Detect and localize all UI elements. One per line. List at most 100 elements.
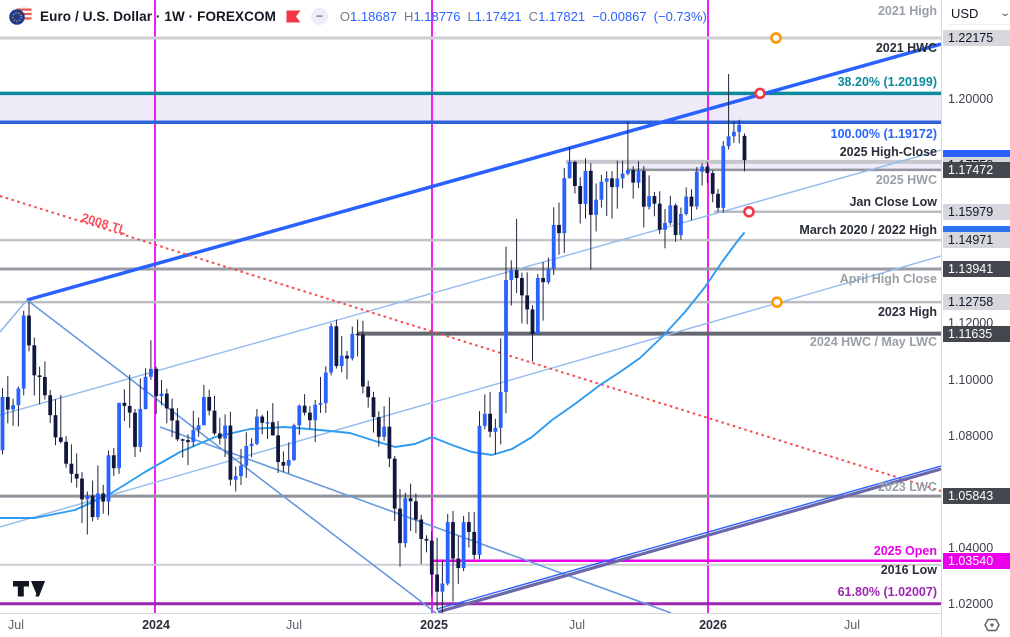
trendline[interactable] xyxy=(0,149,941,416)
circle-marker xyxy=(771,296,783,308)
candle-down xyxy=(371,397,376,418)
price-badge: 1.11635 xyxy=(943,325,1010,342)
candle-down xyxy=(345,355,349,359)
fib-band xyxy=(0,93,941,123)
candle-up xyxy=(0,396,5,451)
collapse-minus-icon[interactable]: − xyxy=(310,7,328,25)
candle-up xyxy=(313,404,318,421)
candle-up xyxy=(196,425,201,431)
candle-up xyxy=(297,405,302,426)
level-annotation: 61.80% (1.02007) xyxy=(837,585,937,599)
trendline[interactable] xyxy=(437,467,941,613)
candle-down xyxy=(710,173,715,194)
eur-usd-flags-icon xyxy=(8,6,34,26)
candle-down xyxy=(90,495,95,518)
candle-down xyxy=(27,315,31,346)
candle-down xyxy=(408,498,413,502)
candle-down xyxy=(228,425,233,480)
candle-down xyxy=(435,574,439,592)
time-label-month: Jul xyxy=(844,618,860,632)
candle-up xyxy=(477,425,482,555)
chevron-down-icon: ⌄ xyxy=(998,8,1010,19)
candle-up xyxy=(21,315,26,389)
candle-down xyxy=(101,493,106,502)
time-label-month: Jul xyxy=(8,618,24,632)
candle-up xyxy=(636,170,641,183)
candle-down xyxy=(355,333,360,336)
candle-down xyxy=(689,196,694,207)
candle-up xyxy=(721,146,726,208)
candle-down xyxy=(334,326,339,367)
candle-down xyxy=(631,169,636,183)
tradingview-logo[interactable] xyxy=(12,580,46,603)
candle-up xyxy=(551,224,556,269)
candlestick-chart[interactable] xyxy=(0,0,941,613)
red-flag-icon[interactable] xyxy=(286,10,301,23)
price-scale[interactable]: 1.20000 1.12000 1.10000 1.08000 1.04000 1.020… xyxy=(941,0,1010,637)
candle-up xyxy=(604,178,609,182)
candle-up xyxy=(244,446,249,466)
candle-down xyxy=(424,538,429,541)
price-badge: 1.14971 xyxy=(943,232,1010,249)
candle-up xyxy=(440,583,445,592)
candle-up xyxy=(286,460,291,466)
time-scale[interactable]: Jul 2024 Jul 2025 Jul 2026 Jul xyxy=(0,613,941,637)
candle-up xyxy=(159,393,164,397)
candle-up xyxy=(233,476,238,480)
time-label-month: Jul xyxy=(569,618,585,632)
candle-down xyxy=(207,396,212,411)
high-value: 1.18776 xyxy=(413,8,461,24)
candle-down xyxy=(122,402,127,406)
level-annotation: 100.00% (1.19172) xyxy=(830,127,937,141)
price-scale-settings-gear-icon[interactable] xyxy=(982,617,1002,637)
candle-down xyxy=(716,193,720,208)
candle-down xyxy=(276,435,280,463)
candle-up xyxy=(16,388,21,406)
candle-down xyxy=(53,415,58,438)
price-tick: 1.10000 xyxy=(948,372,994,387)
currency-label: USD xyxy=(951,6,979,21)
candle-up xyxy=(493,427,498,432)
candle-down xyxy=(652,196,657,204)
level-annotation: 38.20% (1.20199) xyxy=(837,75,937,89)
candle-down xyxy=(414,501,418,520)
circle-marker xyxy=(770,32,782,44)
candle-down xyxy=(80,478,84,500)
candle-up xyxy=(403,498,408,544)
level-annotation: April High Close xyxy=(839,272,937,286)
symbol-title: Euro / U.S. Dollar · 1W · FOREXCOM xyxy=(40,8,276,24)
circle-marker xyxy=(754,87,766,100)
change-value: −0.00867 xyxy=(592,8,647,24)
candle-up xyxy=(694,171,699,207)
trendline[interactable] xyxy=(26,42,941,302)
low-value: 1.17421 xyxy=(474,8,522,24)
candle-down xyxy=(742,135,747,161)
chart-canvas[interactable] xyxy=(0,0,941,613)
price-badge: 1.12758 xyxy=(943,294,1010,311)
price-tick: 1.04000 xyxy=(948,540,994,555)
candle-up xyxy=(679,214,683,236)
price-badge: 1.05843 xyxy=(943,488,1010,505)
level-annotation: 2021 HWC xyxy=(875,41,937,55)
candle-down xyxy=(387,426,392,459)
candle-up xyxy=(700,166,704,172)
candle-down xyxy=(541,277,545,283)
candle-up xyxy=(504,279,508,392)
trendline[interactable] xyxy=(0,299,28,333)
candle-down xyxy=(154,368,159,397)
candle-up xyxy=(249,443,254,447)
trendline[interactable] xyxy=(0,195,941,492)
candle-down xyxy=(164,393,169,409)
currency-dropdown[interactable]: USD ⌄ xyxy=(947,3,1010,25)
trendline[interactable] xyxy=(436,465,941,610)
time-label-year: 2025 xyxy=(420,618,448,632)
price-tick: 1.08000 xyxy=(948,428,994,443)
candle-down xyxy=(429,540,434,575)
moving-average-line[interactable] xyxy=(0,232,745,519)
candle-up xyxy=(85,495,90,500)
candle-up xyxy=(684,196,689,215)
trendline[interactable] xyxy=(0,255,941,528)
level-annotation: 2023 LWC xyxy=(877,480,937,494)
candle-up xyxy=(562,178,567,234)
level-annotation: March 2020 / 2022 High xyxy=(799,223,937,237)
